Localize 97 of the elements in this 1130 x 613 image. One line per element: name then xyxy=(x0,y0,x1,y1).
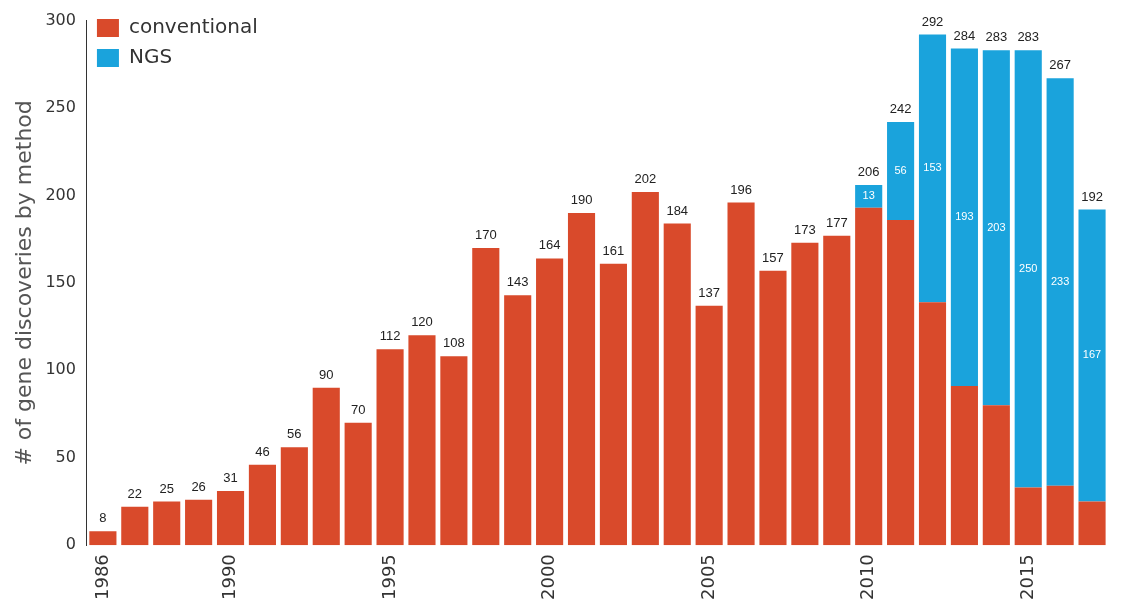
bar xyxy=(1046,485,1074,546)
bar xyxy=(663,223,691,546)
bar xyxy=(504,295,532,546)
data-label: 250 xyxy=(1019,261,1038,274)
total-label: 70 xyxy=(350,401,366,417)
bar xyxy=(950,386,978,546)
y-tick-label: 150 xyxy=(45,272,76,292)
y-tick-label: 300 xyxy=(45,9,76,29)
bar xyxy=(312,387,340,546)
bar xyxy=(982,405,1010,546)
total-label: 196 xyxy=(730,181,752,197)
bar xyxy=(1046,78,1074,486)
y-tick-label: 0 xyxy=(65,534,76,554)
y-tick-label: 200 xyxy=(45,184,76,204)
data-label: 233 xyxy=(1050,275,1070,288)
total-label: 164 xyxy=(538,237,561,253)
total-label: 120 xyxy=(411,314,433,330)
y-tick-label: 100 xyxy=(45,359,76,379)
total-label: 90 xyxy=(319,366,334,382)
bar xyxy=(982,50,1010,406)
total-label: 202 xyxy=(634,171,657,187)
total-label: 284 xyxy=(953,27,976,43)
bar xyxy=(248,464,276,546)
total-label: 292 xyxy=(921,13,944,29)
bar xyxy=(823,235,851,546)
bar xyxy=(855,184,883,208)
bar xyxy=(727,202,755,546)
bar xyxy=(950,48,978,387)
x-tick-label: 1986 xyxy=(90,554,112,600)
total-label: 283 xyxy=(1017,29,1040,45)
total-label: 137 xyxy=(698,284,720,300)
bar xyxy=(759,270,787,546)
total-label: 112 xyxy=(379,328,401,344)
total-label: 177 xyxy=(825,214,848,230)
x-tick-label: 1995 xyxy=(377,554,399,600)
total-label: 8 xyxy=(99,510,107,526)
bar xyxy=(631,191,659,546)
bar xyxy=(536,258,564,546)
bar xyxy=(887,219,915,546)
bar xyxy=(1078,501,1106,546)
bar xyxy=(918,34,947,303)
total-label: 192 xyxy=(1081,188,1103,204)
bar xyxy=(376,349,404,546)
y-tick-label: 250 xyxy=(45,97,76,117)
total-label: 22 xyxy=(127,485,143,501)
total-label: 46 xyxy=(255,443,270,459)
data-label: 13 xyxy=(862,189,875,202)
bar xyxy=(1078,209,1106,502)
bar xyxy=(695,305,723,546)
total-label: 31 xyxy=(223,470,238,486)
total-label: 143 xyxy=(506,274,529,290)
data-label: 193 xyxy=(955,210,974,223)
total-label: 25 xyxy=(159,480,174,496)
legend-label: conventional xyxy=(128,14,258,39)
total-label: 267 xyxy=(1049,57,1071,73)
x-tick-label: 2010 xyxy=(856,554,878,600)
data-label: 153 xyxy=(923,161,942,174)
legend-label: NGS xyxy=(128,44,173,69)
bar xyxy=(121,506,149,546)
bar xyxy=(855,207,883,546)
x-tick-label: 2000 xyxy=(537,554,559,600)
total-label: 161 xyxy=(602,242,625,258)
bar xyxy=(472,247,500,546)
bar xyxy=(280,447,308,546)
total-label: 242 xyxy=(889,101,912,117)
data-label: 167 xyxy=(1082,348,1102,361)
total-label: 26 xyxy=(191,478,206,494)
total-label: 170 xyxy=(474,227,497,242)
x-tick-label: 1990 xyxy=(218,554,240,600)
bar xyxy=(791,242,819,546)
total-label: 108 xyxy=(443,335,465,351)
total-label: 157 xyxy=(762,249,784,265)
bar xyxy=(344,422,372,546)
total-label: 173 xyxy=(794,221,816,237)
bar xyxy=(599,263,627,546)
total-label: 283 xyxy=(985,29,1008,45)
data-label: 56 xyxy=(894,164,907,177)
bar xyxy=(408,335,436,546)
bar xyxy=(567,212,596,546)
bar xyxy=(440,356,468,546)
total-label: 206 xyxy=(857,164,880,180)
y-axis-title: # of gene discoveries by method xyxy=(10,100,36,466)
bar xyxy=(153,501,181,546)
bar xyxy=(216,490,245,546)
data-label: 203 xyxy=(987,220,1006,233)
total-label: 184 xyxy=(666,202,689,218)
x-tick-label: 2005 xyxy=(696,554,718,600)
bar xyxy=(1014,487,1042,546)
total-label: 190 xyxy=(570,192,593,208)
bar xyxy=(1014,50,1042,488)
bar xyxy=(185,499,213,546)
y-tick-label: 50 xyxy=(55,446,76,466)
x-tick-label: 2015 xyxy=(1015,554,1037,600)
total-label: 56 xyxy=(287,426,302,442)
bar xyxy=(887,122,915,220)
bar xyxy=(918,302,947,546)
bar xyxy=(89,531,117,546)
